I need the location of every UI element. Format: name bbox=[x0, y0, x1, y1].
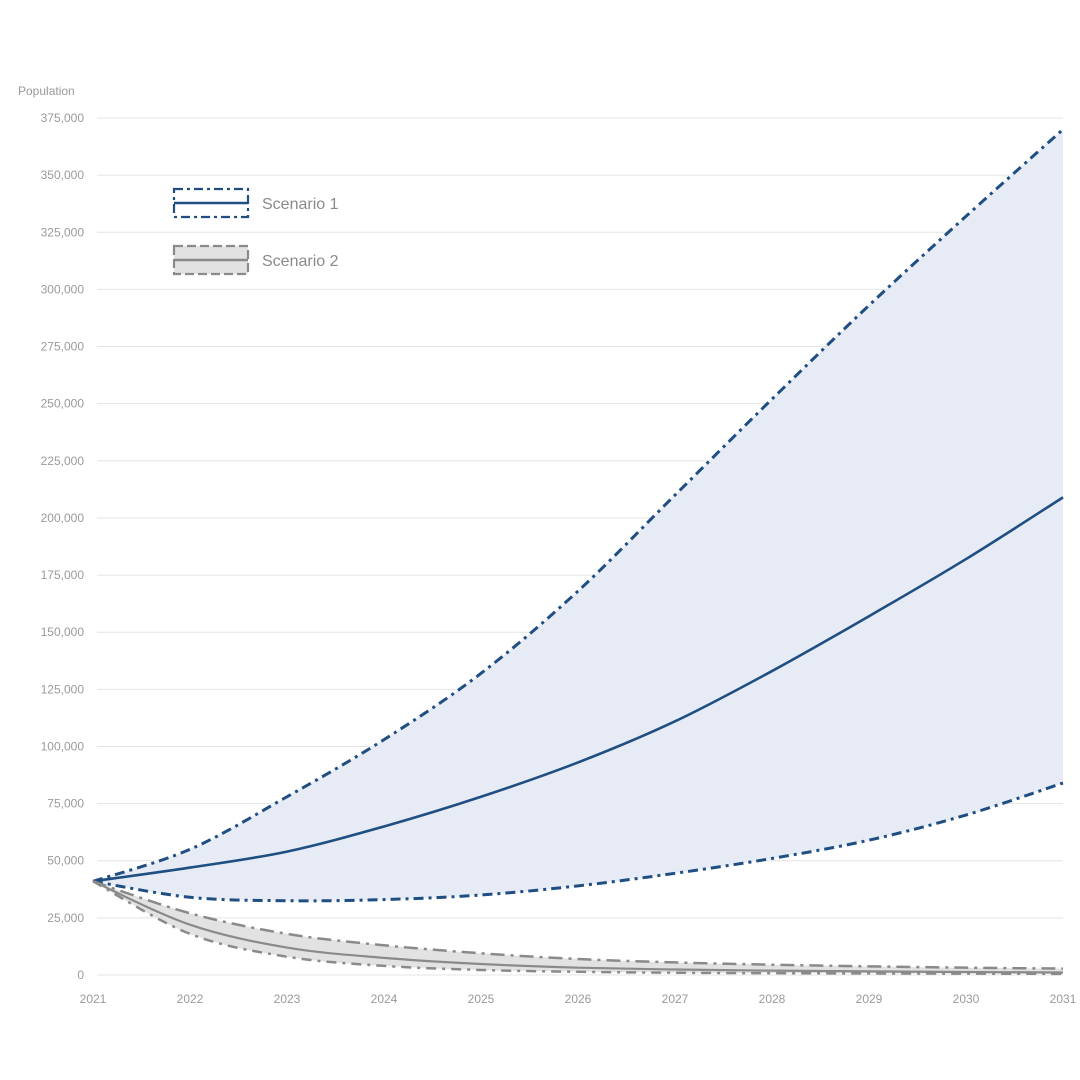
x-tick-label: 2022 bbox=[177, 992, 204, 1006]
y-tick-label: 150,000 bbox=[41, 625, 85, 639]
y-tick-label: 275,000 bbox=[41, 340, 85, 354]
band-series-2 bbox=[93, 881, 1063, 974]
lower-line-series-1 bbox=[92, 781, 1064, 903]
y-tick-label: 250,000 bbox=[41, 397, 85, 411]
lower-line-series-2 bbox=[92, 880, 1064, 976]
legend-label: Scenario 1 bbox=[262, 196, 339, 213]
y-tick-label: 125,000 bbox=[41, 682, 85, 696]
uncertainty-bands bbox=[93, 129, 1063, 974]
x-tick-label: 2026 bbox=[565, 992, 592, 1006]
y-tick-labels: 0 25,000 50,000 75,000 100,000 125,000 150,000… bbox=[41, 111, 85, 982]
x-tick-label: 2024 bbox=[371, 992, 398, 1006]
x-tick-label: 2030 bbox=[953, 992, 980, 1006]
y-tick-label: 375,000 bbox=[41, 111, 85, 125]
y-tick-label: 75,000 bbox=[47, 797, 84, 811]
legend-item-series-1: Scenario 1 bbox=[172, 187, 339, 219]
y-tick-label: 175,000 bbox=[41, 568, 85, 582]
y-axis-label: Population bbox=[18, 84, 75, 98]
y-tick-label: 300,000 bbox=[41, 282, 85, 296]
legend: Scenario 1 Scenario 2 bbox=[172, 187, 339, 276]
y-tick-label: 25,000 bbox=[47, 911, 84, 925]
legend-item-series-2: Scenario 2 bbox=[172, 244, 339, 276]
y-tick-label: 50,000 bbox=[47, 854, 84, 868]
y-tick-label: 325,000 bbox=[41, 225, 85, 239]
x-tick-label: 2027 bbox=[662, 992, 689, 1006]
y-tick-label: 350,000 bbox=[41, 168, 85, 182]
legend-label: Scenario 2 bbox=[262, 253, 339, 270]
y-tick-label: 100,000 bbox=[41, 739, 85, 753]
line-series-1 bbox=[92, 496, 1064, 883]
x-tick-labels: 2021 2022 2023 2024 2025 2026 2027 2028 2029 2030… bbox=[80, 992, 1077, 1006]
x-tick-label: 2025 bbox=[468, 992, 495, 1006]
x-tick-label: 2029 bbox=[856, 992, 883, 1006]
y-tick-label: 0 bbox=[77, 968, 84, 982]
x-tick-label: 2028 bbox=[759, 992, 786, 1006]
upper-line-series-2 bbox=[92, 880, 1064, 970]
x-tick-label: 2031 bbox=[1050, 992, 1077, 1006]
y-tick-label: 200,000 bbox=[41, 511, 85, 525]
y-tick-label: 225,000 bbox=[41, 454, 85, 468]
x-tick-label: 2023 bbox=[274, 992, 301, 1006]
x-tick-label: 2021 bbox=[80, 992, 107, 1006]
series-lines bbox=[92, 128, 1065, 976]
upper-line-series-1 bbox=[92, 128, 1065, 883]
line-series-2 bbox=[92, 880, 1064, 974]
band-series-1 bbox=[93, 129, 1063, 901]
